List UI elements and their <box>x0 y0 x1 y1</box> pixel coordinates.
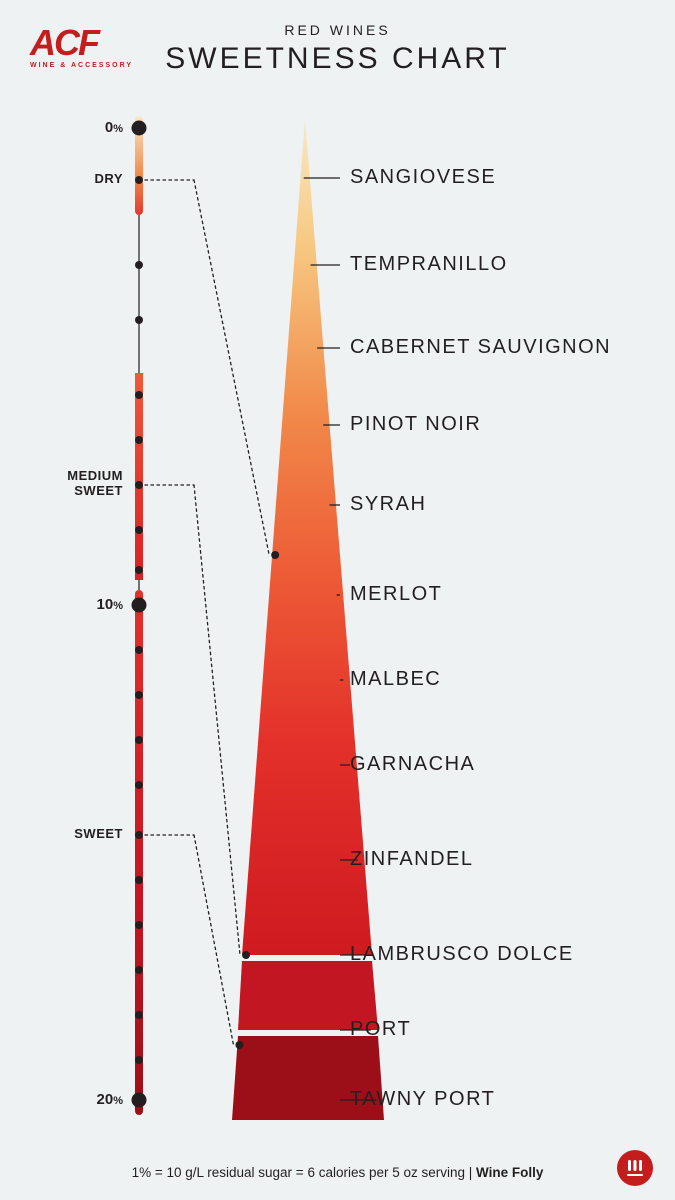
wine-label: ZINFANDEL <box>350 848 474 871</box>
wine-label: SANGIOVESE <box>350 166 496 189</box>
footer-text: 1% = 10 g/L residual sugar = 6 calories … <box>132 1165 476 1180</box>
percent-label: 10% <box>97 596 123 613</box>
wine-label: MERLOT <box>350 583 442 606</box>
wine-label: CABERNET SAUVIGNON <box>350 336 611 359</box>
category-label: DRY <box>95 172 123 187</box>
category-label: MEDIUMSWEET <box>67 469 123 499</box>
footer-credit: Wine Folly <box>476 1165 543 1180</box>
footer-note: 1% = 10 g/L residual sugar = 6 calories … <box>0 1165 675 1180</box>
wine-label: TAWNY PORT <box>350 1088 495 1111</box>
wine-folly-icon <box>617 1150 653 1186</box>
wine-label: GARNACHA <box>350 753 475 776</box>
percent-label: 0% <box>105 119 123 136</box>
wine-label: SYRAH <box>350 493 426 516</box>
percent-label: 20% <box>97 1091 123 1108</box>
wine-label: TEMPRANILLO <box>350 253 508 276</box>
category-label: SWEET <box>74 827 123 842</box>
wine-label: LAMBRUSCO DOLCE <box>350 943 574 966</box>
wine-label: MALBEC <box>350 668 441 691</box>
wine-label: PORT <box>350 1018 411 1041</box>
wine-label: PINOT NOIR <box>350 413 481 436</box>
